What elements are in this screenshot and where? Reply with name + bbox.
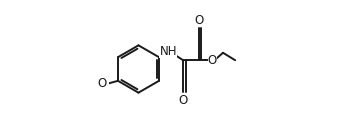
Text: O: O xyxy=(179,94,188,107)
Text: O: O xyxy=(208,54,217,67)
Text: O: O xyxy=(97,77,107,90)
Text: O: O xyxy=(194,14,204,27)
Text: NH: NH xyxy=(159,45,177,58)
